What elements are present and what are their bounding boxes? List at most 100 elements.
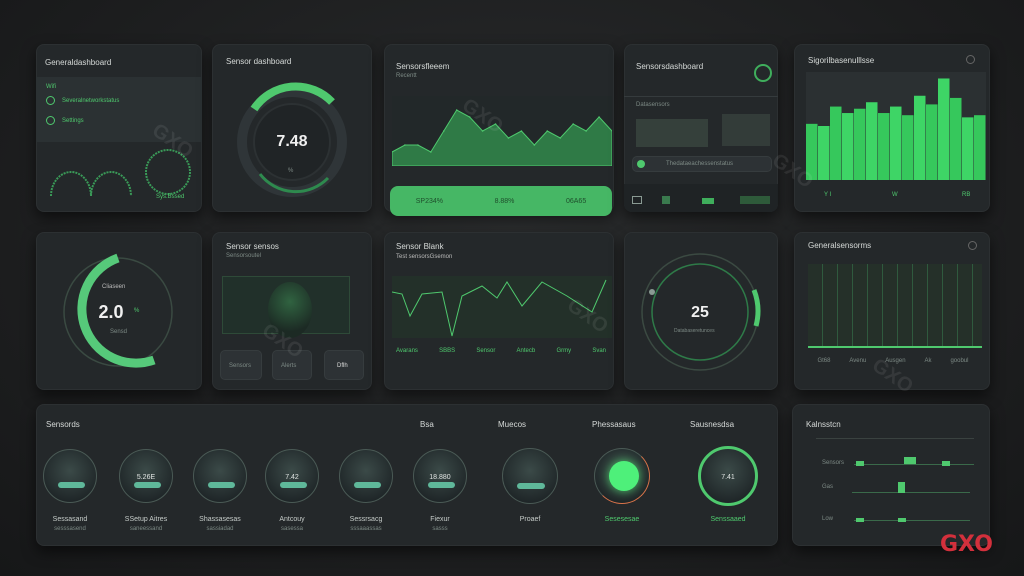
battery-icon[interactable] (702, 198, 714, 204)
tile-label: Alerts (281, 363, 297, 369)
card-title: Sensorsfleeem (396, 62, 450, 71)
timeline-marker[interactable] (942, 461, 950, 466)
data-point (417, 144, 419, 146)
x-label: Avarans (396, 348, 418, 354)
x-label: Ak (924, 358, 932, 364)
dial-value: 7.42 (285, 473, 299, 481)
card-title: Generaldashboard (45, 58, 112, 67)
tag-icon[interactable] (740, 196, 770, 204)
card-title: Sigorilbasenulllsse (808, 56, 875, 65)
status-timeline-card: Kalnsstcn Sensors Gas Low (792, 404, 990, 546)
x-axis-labels: Gt68 Avenu Ausgen Ak goobul (808, 358, 978, 364)
x-label: Avenu (849, 358, 867, 364)
dial-sub: sssaaassas (350, 526, 382, 532)
percent-gauge-card: Cliaseen 2.0 % Sensd (36, 232, 202, 390)
brand-logo: GXO (940, 532, 993, 557)
dial-name: Fiexur (430, 516, 450, 523)
card-subtitle: Test sensorsGsemon (396, 254, 453, 260)
network-icon (46, 96, 55, 105)
bar-chart-card: Sigorilbasenulllsse Y I W RB (794, 44, 990, 212)
ring-progress (77, 253, 156, 368)
data-point (585, 130, 587, 132)
settings-item[interactable]: Settings (62, 118, 84, 124)
x-label: Gt68 (817, 358, 831, 364)
gauge-ring (145, 149, 191, 195)
ring-gauge (63, 253, 173, 368)
data-point (533, 144, 536, 146)
card-title: Sensorsdashboard (636, 62, 704, 71)
general-sensor-chart-card: Generalsensorms Gt68 Avenu Ausgen Ak goo… (794, 232, 990, 390)
section-label: Datasensors (636, 102, 670, 108)
sensors-panel-card: Sensorsdashboard Datasensors Thedataeach… (624, 44, 778, 212)
bar (914, 95, 926, 180)
tile-alerts[interactable]: Alerts (272, 350, 312, 380)
map-thumbnail[interactable] (636, 119, 708, 147)
map-thumbnail[interactable] (722, 114, 770, 146)
timeline-marker[interactable] (904, 457, 916, 464)
dial-sub: sassiadad (206, 526, 234, 532)
timeline-marker[interactable] (898, 518, 906, 522)
status-row[interactable] (632, 156, 772, 172)
data-point (546, 130, 549, 132)
sensor-dial[interactable] (193, 449, 247, 503)
row-label: Low (822, 516, 834, 522)
network-item[interactable]: Severalnetworkstatus (62, 98, 120, 104)
sensor-dial[interactable]: 5.26E (119, 449, 173, 503)
dial-value: 5.26E (136, 473, 156, 481)
dial-bar (207, 482, 235, 489)
status-icon[interactable] (754, 64, 772, 82)
bar (962, 117, 974, 180)
data-point (611, 130, 612, 132)
dial-bar (57, 482, 85, 489)
dial-name: SSetup Aitres (124, 516, 168, 523)
dial-name: Sessrsacg (349, 516, 383, 523)
dial-bar (353, 482, 381, 489)
bar (806, 123, 818, 180)
dial-name: Shassasesas (199, 516, 241, 523)
area-chart (392, 96, 612, 166)
timeline-marker[interactable] (856, 461, 864, 466)
x-axis-labels: Avarans SBBS Sensor Antecb Grmy Svan (396, 348, 606, 354)
sensor-dial[interactable]: 7.41 (698, 446, 758, 506)
wifi-item[interactable]: Wifi (46, 84, 56, 90)
bar (842, 113, 854, 180)
sensor-dial[interactable] (339, 449, 393, 503)
stat-2: 8.88% (494, 197, 515, 205)
grid-icon[interactable] (662, 196, 670, 204)
sensor-dial[interactable]: 18.880 (413, 449, 467, 503)
gauge-icons (50, 149, 191, 197)
sensor-dial[interactable] (594, 448, 650, 504)
bar (830, 106, 842, 180)
tile-other[interactable]: Dflh (324, 350, 364, 380)
tile-sensors[interactable]: Sensors (220, 350, 262, 380)
sensor-dial[interactable]: 7.42 (265, 449, 319, 503)
timeline-marker[interactable] (856, 518, 864, 522)
dial-sub: sasessa (280, 526, 303, 532)
data-point (572, 123, 574, 125)
dial-value: 7.41 (721, 473, 735, 481)
card-title: Sensor Blank (396, 242, 444, 251)
status-dot-icon (637, 160, 645, 168)
gauge-sub: Sensd (110, 329, 128, 335)
x-label: Ausgen (885, 358, 906, 364)
timeline-marker[interactable] (898, 482, 905, 493)
timeline-track (854, 464, 974, 465)
card-title: Kalnsstcn (806, 420, 841, 429)
dial-sub: saneessand (129, 526, 163, 532)
sensor-dial[interactable] (502, 448, 558, 504)
settings-icon[interactable] (966, 55, 975, 64)
timeline-track (852, 492, 970, 493)
tile-label: Dflh (337, 363, 348, 369)
column-header: Phessasaus (592, 420, 636, 429)
general-dashboard-card: Generaldashboard Wifi Severalnetworkstat… (36, 44, 202, 212)
sensor-dial[interactable] (43, 449, 97, 503)
dial-sub: sasss (432, 526, 448, 532)
gauge-unit: % (288, 168, 294, 174)
dial-bar (133, 482, 161, 489)
column-header: Sausnesdsa (690, 420, 735, 429)
status-text: Thedataeachessenstatus (666, 161, 734, 167)
settings-icon[interactable] (968, 241, 977, 250)
folder-icon[interactable] (632, 196, 642, 204)
stats-bar[interactable]: SP234% 8.88% 06A65 (390, 186, 612, 216)
x-label-2: W (892, 192, 898, 198)
